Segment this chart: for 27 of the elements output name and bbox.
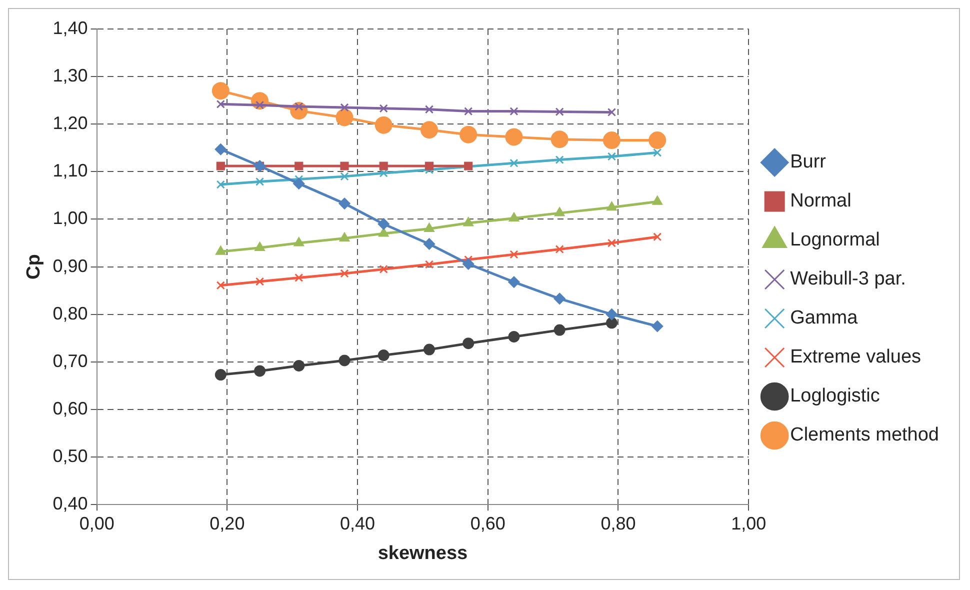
legend-label: Normal [790, 190, 852, 212]
y-axis-title: Cp [24, 254, 45, 280]
y-tick-label: 0,60 [52, 398, 88, 418]
y-tick-label: 1,00 [52, 208, 88, 228]
x-tick-label: 0,00 [79, 513, 114, 534]
x-axis-title: skewness [378, 542, 468, 564]
y-tick-label: 0,70 [52, 350, 88, 371]
legend-label: Weibull-3 par. [790, 268, 906, 290]
y-tick-label: 1,40 [52, 18, 88, 38]
legend-label: Gamma [790, 308, 858, 329]
x-tick-label: 0,20 [210, 513, 245, 534]
legend-label: Loglogistic [790, 386, 880, 407]
x-tick-label: 0,40 [340, 513, 376, 534]
x-tick-label: 0,60 [470, 513, 506, 534]
x-tick-label: 1,00 [731, 513, 766, 534]
legend-label: Burr [790, 152, 827, 173]
y-tick-label: 0,80 [52, 303, 88, 324]
y-tick-label: 0,50 [52, 446, 88, 466]
y-tick-label: 1,10 [52, 160, 88, 181]
legend-label: Extreme values [790, 346, 922, 368]
legend-label: Lognormal [790, 230, 880, 251]
legend-label: Clements method [790, 424, 940, 446]
y-tick-label: 1,20 [52, 113, 88, 134]
y-tick-label: 0,40 [52, 494, 88, 514]
y-tick-label: 0,90 [52, 256, 88, 276]
x-tick-label: 0,80 [600, 513, 636, 534]
y-tick-label: 1,30 [52, 66, 88, 86]
